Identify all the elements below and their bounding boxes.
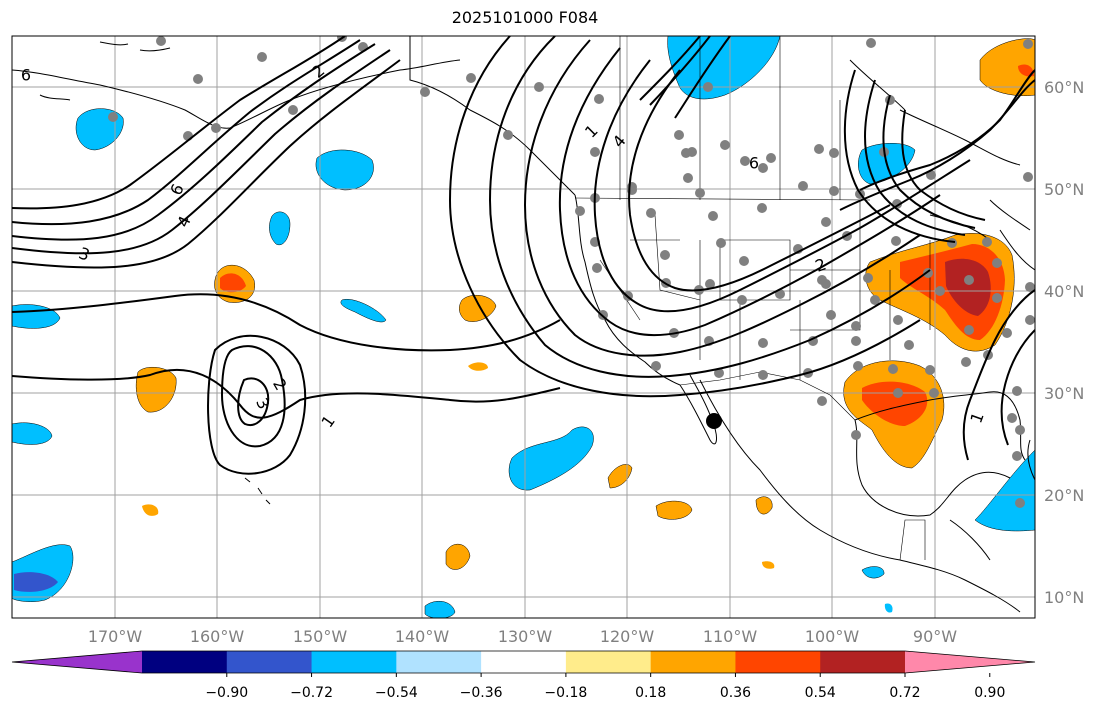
lon-label: 150°W xyxy=(293,627,348,646)
lon-label: 140°W xyxy=(395,627,450,646)
pos-anomaly-core xyxy=(220,273,246,293)
contour-lines xyxy=(12,36,1035,475)
neg-anomaly-patch xyxy=(269,211,291,246)
colorbar-tick-label: −0.36 xyxy=(460,685,503,701)
lon-label: 160°W xyxy=(190,627,245,646)
contour-label: 6 xyxy=(166,181,188,198)
colorbar-tick-label: −0.72 xyxy=(290,685,333,701)
neg-anomaly-patch xyxy=(974,449,1035,532)
colorbar-segment xyxy=(481,651,567,673)
colorbar-segment xyxy=(396,651,482,673)
colorbar-tick-label: −0.90 xyxy=(205,685,248,701)
contour-label: 6 xyxy=(21,66,31,85)
colorbar-extend-low xyxy=(12,651,142,673)
colorbar-segment xyxy=(820,651,906,673)
neg-anomaly-patch xyxy=(861,566,885,579)
pos-anomaly-patch xyxy=(762,561,775,569)
colorbar-segment xyxy=(650,651,736,673)
neg-anomaly-patch xyxy=(315,149,374,191)
lat-label: 30°N xyxy=(1044,384,1084,403)
pos-anomaly-core xyxy=(945,258,991,316)
pos-anomaly-patch xyxy=(607,464,633,489)
neg-anomaly-patch xyxy=(12,422,53,445)
pos-anomaly-patch xyxy=(468,362,488,371)
colorbar-tick-label: −0.54 xyxy=(375,685,418,701)
pos-anomaly-patch xyxy=(459,294,497,322)
colorbar-segment xyxy=(226,651,313,673)
colorbar-extend-high xyxy=(905,651,1035,673)
map-plot-area: 6 6 4 3 2 3 2 1 1 4 6 2 1 xyxy=(12,36,1035,618)
lat-label: 40°N xyxy=(1044,282,1084,301)
lon-label: 110°W xyxy=(703,627,758,646)
colorbar-segment xyxy=(311,651,397,673)
contour-label: 1 xyxy=(966,410,987,426)
longitude-labels: 170°W 160°W 150°W 140°W 130°W 120°W 110°… xyxy=(88,627,957,646)
highlight-station-marker xyxy=(706,413,722,429)
colorbar-tick-label: 0.72 xyxy=(889,685,920,701)
colorbar-outline xyxy=(11,650,1036,674)
colorbar-segment xyxy=(142,651,228,673)
neg-anomaly-patch xyxy=(424,600,456,618)
contour-label: 3 xyxy=(252,395,274,412)
latitude-labels: 10°N 20°N 30°N 40°N 50°N 60°N xyxy=(1044,78,1084,607)
colorbar-tick-label: 0.90 xyxy=(974,685,1005,701)
neg-anomaly-patch xyxy=(667,36,781,100)
lat-label: 50°N xyxy=(1044,180,1084,199)
pos-anomaly-patch xyxy=(135,366,177,413)
neg-anomaly-patch xyxy=(12,304,61,329)
colorbar-tick-label: 0.18 xyxy=(635,685,666,701)
colorbar-tick-label: −0.18 xyxy=(544,685,587,701)
pos-anomaly-patch xyxy=(655,500,693,520)
pos-anomaly-core xyxy=(1018,64,1034,77)
lat-label: 10°N xyxy=(1044,588,1084,607)
contour-label: 1 xyxy=(581,121,602,142)
gridlines xyxy=(12,36,1035,618)
contour-label: 2 xyxy=(308,61,328,82)
lat-label: 20°N xyxy=(1044,486,1084,505)
lon-label: 90°W xyxy=(913,627,957,646)
neg-anomaly-patch xyxy=(340,298,387,323)
lat-label: 60°N xyxy=(1044,78,1084,97)
colorbar-tick-label: 0.54 xyxy=(805,685,836,701)
colorbar-segment xyxy=(735,651,821,673)
map-title: 2025101000 F084 xyxy=(451,8,599,27)
contour-label: 1 xyxy=(317,412,338,431)
neg-anomaly-core xyxy=(14,572,58,592)
coastlines xyxy=(12,36,1035,613)
colorbar-tick-label: 0.36 xyxy=(720,685,751,701)
lon-label: 120°W xyxy=(600,627,655,646)
neg-anomaly-patch xyxy=(508,426,594,491)
lon-label: 130°W xyxy=(498,627,553,646)
anomaly-shading xyxy=(12,36,1035,618)
pos-anomaly-patch xyxy=(755,496,773,515)
contour-label: 6 xyxy=(749,154,759,173)
colorbar: −0.90 −0.72 −0.54 −0.36 −0.18 0.18 0.36 0.54 0.7… xyxy=(11,650,1036,701)
lon-label: 170°W xyxy=(88,627,143,646)
colorbar-segment xyxy=(565,651,652,673)
neg-anomaly-patch xyxy=(884,603,893,613)
contour-label: 2 xyxy=(269,375,291,393)
pos-anomaly-patch xyxy=(445,544,471,570)
pos-anomaly-patch xyxy=(142,504,159,516)
map-frame xyxy=(11,35,1036,619)
lon-label: 100°W xyxy=(805,627,860,646)
